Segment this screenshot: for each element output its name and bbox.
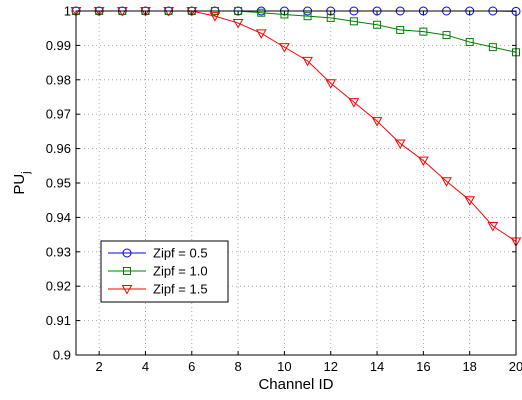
data-point-series-3 — [302, 56, 313, 67]
y-tick-label: 0.96 — [46, 141, 71, 156]
y-tick-label: 0.95 — [46, 176, 71, 191]
x-tick-label: 16 — [416, 359, 430, 374]
data-point-series-2 — [442, 31, 451, 40]
plot-area: 2 4 6 8 10 12 14 16 18 20 0.9 0.91 0.92 0.93 0.94 0.95 0… — [11, 4, 522, 394]
x-tick-label: 8 — [234, 359, 241, 374]
y-axis-label-subscript: j — [20, 171, 32, 174]
data-point-series-2 — [349, 17, 358, 26]
y-tick-label: 1 — [64, 4, 71, 19]
data-point-series-3 — [441, 177, 452, 187]
data-point-series-2 — [257, 8, 266, 17]
x-tick-label: 20 — [509, 359, 522, 374]
y-axis-label: PUj — [11, 171, 32, 194]
legend-entry-label: Zipf = 0.5 — [153, 246, 208, 261]
data-point-series-2 — [373, 20, 382, 29]
y-tick-label: 0.99 — [46, 38, 71, 53]
data-point-series-3 — [279, 43, 290, 53]
data-point-series-3 — [464, 196, 476, 206]
x-axis-label: Channel ID — [258, 376, 333, 393]
y-axis-label-main: PU — [11, 174, 28, 195]
data-point-series-3 — [209, 12, 221, 22]
data-point-series-2 — [419, 27, 428, 36]
x-tick-label: 4 — [142, 359, 149, 374]
x-tick-label: 14 — [370, 359, 384, 374]
data-point-series-3 — [325, 79, 337, 89]
legend-swatch-marker — [123, 267, 131, 275]
data-point-series-3 — [232, 19, 244, 29]
y-tick-label: 0.94 — [46, 210, 71, 225]
x-tick-label: 6 — [188, 359, 195, 374]
y-tick-label: 0.91 — [46, 313, 71, 328]
data-point-series-2 — [465, 37, 474, 46]
legend: Zipf = 0.5 Zipf = 1.0 Zipf = 1.5 — [100, 240, 229, 303]
data-point-series-3 — [418, 156, 429, 167]
data-point-series-2 — [488, 43, 497, 52]
x-tick-label: 10 — [277, 359, 291, 374]
data-point-series-3 — [255, 29, 267, 39]
y-tick-label: 0.98 — [46, 72, 71, 87]
legend-entry-label: Zipf = 1.0 — [153, 264, 208, 279]
legend-entry-label: Zipf = 1.5 — [153, 282, 208, 297]
y-tick-label: 0.97 — [46, 107, 71, 122]
x-tick-label: 18 — [462, 359, 476, 374]
legend-swatch-marker — [122, 248, 132, 258]
y-tick-label: 0.93 — [46, 244, 71, 259]
data-point-series-3 — [348, 98, 360, 108]
y-tick-label: 0.9 — [53, 348, 71, 363]
y-tick-label: 0.92 — [46, 279, 71, 294]
data-point-series-3 — [487, 222, 499, 232]
x-tick-label: 2 — [96, 359, 103, 374]
data-point-series-2 — [303, 12, 312, 21]
x-tick-label: 12 — [324, 359, 338, 374]
data-point-series-2 — [396, 25, 405, 34]
legend-swatch-marker — [121, 285, 133, 295]
data-point-series-3 — [394, 139, 406, 149]
data-point-series-3 — [371, 117, 383, 127]
